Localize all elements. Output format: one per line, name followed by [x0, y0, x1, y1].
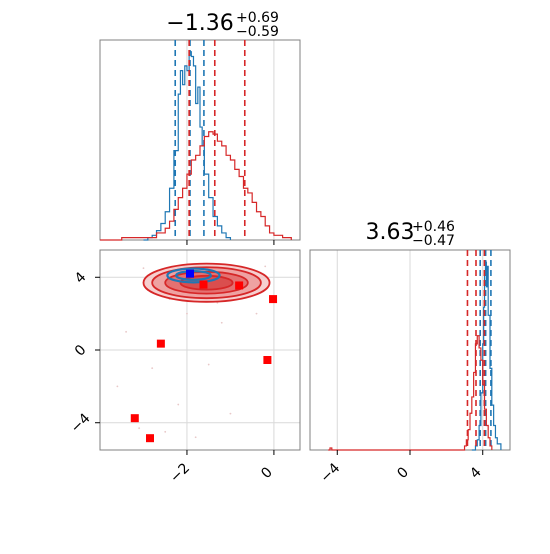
scatter-dust-point: [194, 436, 197, 439]
histogram-panel-bottom-right: −4 0 4: [309, 249, 511, 486]
truth-marker: [269, 295, 278, 304]
title-panel-top-left: −1.36: [166, 11, 233, 36]
scatter-dust-point: [125, 330, 127, 333]
contour-level-2-1: [166, 267, 221, 284]
scatter-dust-point: [264, 265, 267, 268]
truth-marker: [146, 434, 154, 443]
histogram-series-2: [100, 131, 292, 241]
scatter-dust-point: [186, 312, 188, 315]
title-panel-bottom-right: 3.63: [366, 220, 415, 245]
x-tick-label: 0: [394, 464, 412, 482]
x-tick-label: −2: [167, 460, 193, 486]
truth-marker: [156, 339, 165, 348]
scatter-dust-point: [164, 430, 167, 433]
scatter-dust-point: [207, 363, 210, 366]
truth-marker: [235, 281, 244, 290]
scatter-dust-point: [255, 312, 258, 315]
axes-frame: [99, 39, 301, 241]
contour-panel-bottom-left: −2 0 −4 0 4: [68, 249, 301, 486]
scatter-dust-point: [151, 367, 154, 370]
scatter-dust-point: [220, 321, 223, 324]
scatter-dust-point: [138, 427, 141, 430]
y-tick-label: 0: [72, 342, 90, 360]
y-tick-label: −4: [68, 410, 94, 436]
truth-marker: [130, 414, 139, 423]
x-tick-label: 4: [467, 464, 485, 482]
title-plus-bottom-right: +0.46: [412, 219, 455, 235]
title-plus-top-left: +0.69: [236, 10, 279, 26]
x-tick-label: 0: [258, 464, 276, 482]
title-minus-top-left: −0.59: [236, 24, 279, 40]
truth-marker: [186, 269, 194, 278]
y-tick-label: 4: [72, 269, 90, 287]
scatter-dust-point: [229, 412, 232, 415]
truth-marker: [263, 356, 272, 364]
title-minus-bottom-right: −0.47: [412, 233, 455, 249]
x-tick-label: −4: [317, 460, 343, 486]
title-value: −1.36: [166, 11, 233, 36]
scatter-dust-point: [177, 403, 180, 406]
scatter-dust-point: [142, 267, 145, 270]
truth-marker: [199, 280, 208, 289]
histogram-series-2: [328, 335, 493, 451]
scatter-dust-point: [116, 385, 119, 388]
histogram-panel-top-left: [99, 39, 301, 245]
